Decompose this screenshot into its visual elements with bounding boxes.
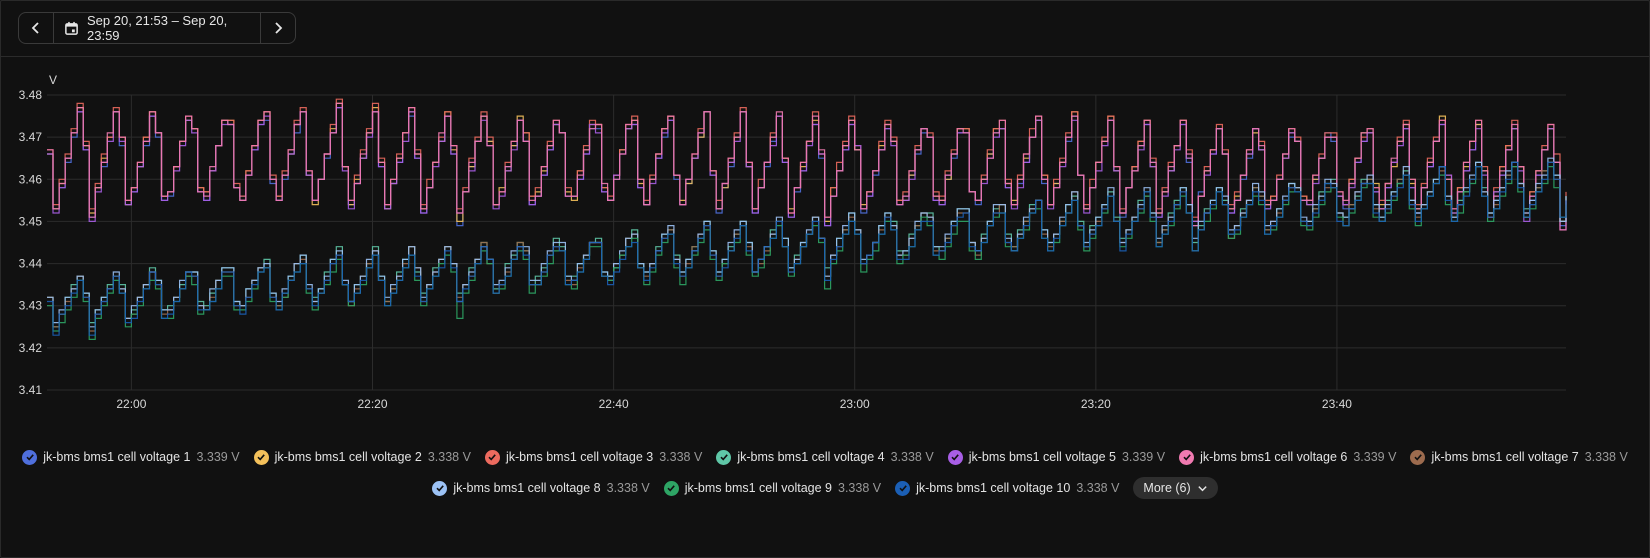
y-axis: 3.41 3.42 3.43 3.44 3.45 3.46 3.47 3.48 <box>19 88 43 397</box>
legend-series-value: 3.338 V <box>659 450 703 464</box>
legend-item[interactable]: jk-bms bms1 cell voltage 3 3.338 V <box>484 446 703 468</box>
check-icon <box>895 480 911 496</box>
next-range-button[interactable] <box>261 13 295 43</box>
check-icon <box>1410 449 1426 465</box>
previous-range-button[interactable] <box>19 13 53 43</box>
legend-item[interactable]: jk-bms bms1 cell voltage 7 3.338 V <box>1410 446 1628 468</box>
legend-series-name: jk-bms bms1 cell voltage 8 <box>453 481 601 495</box>
legend-item[interactable]: jk-bms bms1 cell voltage 9 3.338 V <box>663 477 882 499</box>
legend-item[interactable]: jk-bms bms1 cell voltage 4 3.338 V <box>716 446 934 468</box>
y-tick-label: 3.47 <box>19 130 43 144</box>
y-tick-label: 3.45 <box>19 214 43 228</box>
legend-item[interactable]: jk-bms bms1 cell voltage 5 3.339 V <box>947 446 1166 468</box>
series-line-9 <box>47 166 1567 340</box>
legend-series-name: jk-bms bms1 cell voltage 6 <box>1200 450 1348 464</box>
calendar-icon <box>65 21 78 35</box>
check-icon <box>253 449 269 465</box>
legend-series-value: 3.339 V <box>196 450 240 464</box>
date-range-picker: Sep 20, 21:53 – Sep 20, 23:59 <box>18 12 296 44</box>
series-line-5 <box>47 107 1567 231</box>
legend-item[interactable]: jk-bms bms1 cell voltage 8 3.338 V <box>432 477 650 499</box>
x-tick-label: 23:00 <box>840 397 870 411</box>
legend-series-value: 3.338 V <box>890 450 934 464</box>
legend-series-name: jk-bms bms1 cell voltage 7 <box>1431 450 1579 464</box>
check-icon <box>716 449 732 465</box>
legend-series-name: jk-bms bms1 cell voltage 10 <box>916 481 1071 495</box>
legend-item[interactable]: jk-bms bms1 cell voltage 6 3.339 V <box>1179 446 1396 468</box>
legend-item[interactable]: jk-bms bms1 cell voltage 10 3.338 V <box>895 477 1119 499</box>
check-icon <box>1179 449 1195 465</box>
legend-more-button[interactable]: More (6) <box>1133 477 1218 499</box>
y-axis-unit: V <box>49 73 57 87</box>
chevron-right-icon <box>275 22 283 34</box>
chevron-left-icon <box>31 22 39 34</box>
toolbar: Sep 20, 21:53 – Sep 20, 23:59 <box>0 0 1650 57</box>
date-range-button[interactable]: Sep 20, 21:53 – Sep 20, 23:59 <box>53 13 261 43</box>
legend-item[interactable]: jk-bms bms1 cell voltage 2 3.338 V <box>253 446 471 468</box>
legend-item[interactable]: jk-bms bms1 cell voltage 1 3.339 V <box>22 446 240 468</box>
x-tick-label: 23:20 <box>1081 397 1111 411</box>
check-icon <box>484 449 500 465</box>
legend-series-name: jk-bms bms1 cell voltage 4 <box>737 450 885 464</box>
legend-series-value: 3.339 V <box>1353 450 1397 464</box>
y-tick-label: 3.41 <box>19 383 43 397</box>
legend-series-value: 3.339 V <box>1121 450 1166 464</box>
legend-series-name: jk-bms bms1 cell voltage 9 <box>684 481 832 495</box>
series-line-6 <box>47 102 1567 231</box>
legend-series-name: jk-bms bms1 cell voltage 1 <box>43 450 191 464</box>
chevron-down-icon <box>1197 485 1207 491</box>
check-icon <box>947 449 963 465</box>
check-icon <box>432 480 448 496</box>
y-tick-label: 3.46 <box>19 172 43 186</box>
chart-series-lines <box>47 98 1567 340</box>
legend-series-value: 3.338 V <box>427 450 471 464</box>
y-tick-label: 3.43 <box>19 299 43 313</box>
x-tick-label: 22:00 <box>116 397 146 411</box>
series-line-10 <box>47 161 1567 336</box>
date-range-label: Sep 20, 21:53 – Sep 20, 23:59 <box>87 13 228 43</box>
y-tick-label: 3.44 <box>19 257 43 271</box>
voltage-line-chart[interactable]: 3.413.423.433.443.453.463.473.48 22:00 22… <box>0 70 1650 430</box>
x-tick-label: 22:20 <box>357 397 387 411</box>
legend-series-value: 3.338 V <box>1076 481 1120 495</box>
legend-series-value: 3.338 V <box>606 481 650 495</box>
legend-series-value: 3.338 V <box>1584 450 1628 464</box>
y-tick-label: 3.48 <box>19 88 43 102</box>
x-tick-label: 23:40 <box>1322 397 1352 411</box>
check-icon <box>22 449 38 465</box>
x-tick-label: 22:40 <box>599 397 629 411</box>
check-icon <box>663 480 679 496</box>
y-tick-label: 3.42 <box>19 341 43 355</box>
legend-series-name: jk-bms bms1 cell voltage 2 <box>274 450 422 464</box>
x-axis: 22:00 22:20 22:40 23:00 23:20 23:40 <box>116 397 1352 411</box>
legend-series-value: 3.338 V <box>838 481 882 495</box>
legend-series-name: jk-bms bms1 cell voltage 3 <box>505 450 654 464</box>
legend-series-name: jk-bms bms1 cell voltage 5 <box>968 450 1116 464</box>
legend-more-label: More (6) <box>1143 481 1191 495</box>
